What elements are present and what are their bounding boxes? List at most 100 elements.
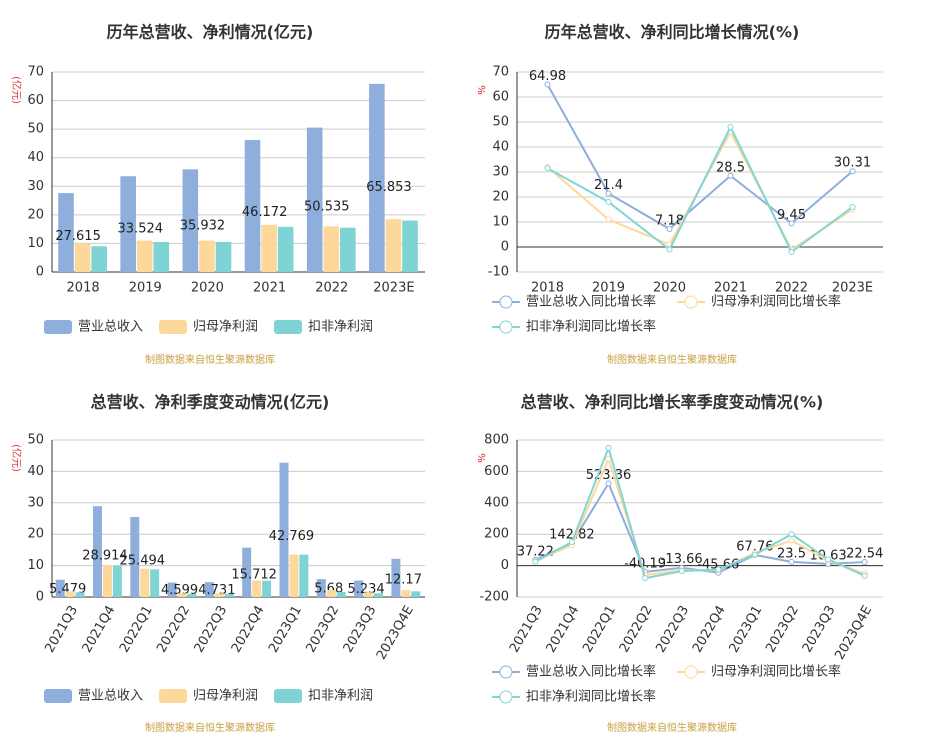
x-tick-label: 2023Q1 <box>727 603 766 655</box>
bar <box>299 554 309 597</box>
x-tick-label: 2022Q1 <box>580 603 619 655</box>
point <box>605 444 612 451</box>
point <box>849 204 856 210</box>
x-tick-label: 2023Q4E <box>832 603 875 662</box>
bar <box>153 242 170 272</box>
x-tick-label: 2023Q3 <box>341 603 380 655</box>
data-label: 9.45 <box>777 208 806 223</box>
legend-label: 扣非净利润 <box>308 689 373 704</box>
bar <box>182 169 199 272</box>
point <box>605 216 612 223</box>
y-tick-label: 0 <box>501 240 509 255</box>
legend-swatch <box>44 320 72 334</box>
x-tick-label: 2022Q3 <box>653 603 692 655</box>
x-tick-label: 2023Q1 <box>266 603 305 655</box>
y-tick-label: 30 <box>27 495 44 510</box>
bar <box>136 240 153 272</box>
legend-swatch <box>274 320 302 334</box>
y-tick-label: 400 <box>484 495 509 510</box>
data-label: 50.535 <box>304 200 350 215</box>
data-label: 33.524 <box>118 221 164 236</box>
bar <box>242 547 252 597</box>
data-label: 21.4 <box>594 178 623 193</box>
legend-swatch <box>274 689 302 703</box>
bar <box>289 554 299 597</box>
x-tick-label: 2023Q3 <box>800 603 839 655</box>
chart-title: 总营收、净利季度变动情况(亿元) <box>91 393 330 412</box>
data-label: 46.172 <box>242 205 288 220</box>
y-tick-label: 60 <box>492 90 509 105</box>
bar <box>306 127 323 272</box>
bar <box>215 242 232 272</box>
x-tick-label: 2019 <box>592 281 625 296</box>
data-label: -13.66 <box>661 552 703 567</box>
x-tick-label: 2022Q4 <box>690 603 729 655</box>
bar <box>279 462 289 597</box>
point <box>642 575 649 582</box>
point <box>605 199 612 205</box>
y-axis-label: % <box>475 85 486 95</box>
data-label: 27.615 <box>55 229 101 244</box>
x-tick-label: 2021Q4 <box>80 603 119 655</box>
bar <box>385 219 402 272</box>
y-axis-label: (亿元) <box>10 76 23 104</box>
bar <box>177 593 187 597</box>
x-tick-label: 2022Q2 <box>617 603 656 655</box>
data-label: 5.68 <box>314 581 343 596</box>
data-label: 35.932 <box>180 218 226 233</box>
bar <box>326 590 336 597</box>
point <box>605 480 612 487</box>
bar <box>244 140 261 272</box>
y-tick-label: 50 <box>27 433 44 448</box>
bar <box>91 246 107 272</box>
point <box>568 539 575 546</box>
bar <box>74 243 91 272</box>
bar <box>204 582 214 597</box>
x-tick-label: 2021 <box>253 281 286 296</box>
data-label: 28.5 <box>716 160 745 175</box>
bar <box>120 176 136 272</box>
y-tick-label: 70 <box>27 65 44 80</box>
y-tick-label: -200 <box>479 590 509 605</box>
data-label: 15.712 <box>231 567 277 582</box>
point <box>666 246 673 253</box>
x-tick-label: 2023Q2 <box>763 603 802 655</box>
y-tick-label: 50 <box>492 115 509 130</box>
legend-label: 归母净利润 <box>193 689 258 704</box>
data-label: 64.98 <box>529 69 566 84</box>
x-tick-label: 2022 <box>775 281 808 296</box>
bar <box>112 565 122 597</box>
bar <box>102 565 112 597</box>
bar <box>262 580 272 597</box>
x-tick-label: 2018 <box>67 281 100 296</box>
point <box>788 249 795 255</box>
legend-label: 营业总收入 <box>78 320 143 335</box>
point <box>727 124 734 130</box>
point <box>678 568 685 575</box>
point <box>727 172 734 179</box>
y-tick-label: 200 <box>484 527 509 542</box>
x-tick-label: 2022Q2 <box>154 603 193 655</box>
y-tick-label: 0 <box>501 558 509 573</box>
bar <box>214 593 224 597</box>
y-tick-label: 10 <box>27 236 44 251</box>
bar <box>369 83 385 272</box>
bar <box>252 580 262 597</box>
bar <box>316 579 326 597</box>
data-label: 37.22 <box>517 544 554 559</box>
legend-marker <box>499 665 513 679</box>
legend-swatch <box>44 689 72 703</box>
bar <box>340 227 356 272</box>
line-series <box>534 444 866 580</box>
point <box>715 566 722 573</box>
bar <box>323 226 340 272</box>
y-tick-label: 800 <box>484 433 509 448</box>
legend-marker <box>499 320 513 334</box>
point <box>788 558 795 565</box>
x-tick-label: 2022 <box>315 281 348 296</box>
legend-label: 营业总收入同比增长率 <box>526 294 656 310</box>
legend-marker <box>499 690 513 704</box>
bar <box>58 193 74 272</box>
bar <box>391 558 401 597</box>
